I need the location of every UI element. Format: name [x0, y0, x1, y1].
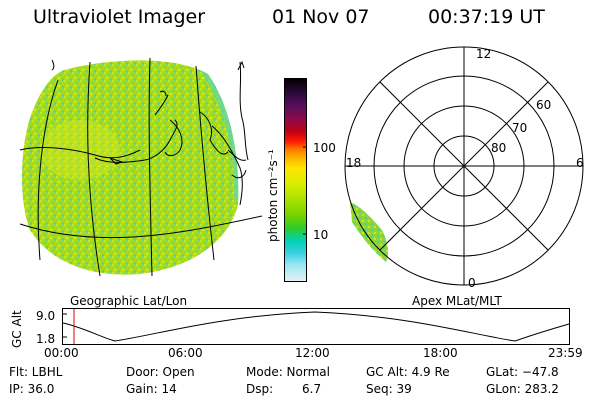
alt-xtick-2359: 23:59: [548, 346, 583, 360]
geo-panel-label: Geographic Lat/Lon: [70, 294, 188, 308]
info-door: Door: Open: [126, 365, 195, 379]
mlat-label-70: 70: [512, 121, 528, 135]
polar-panel-label: Apex MLat/MLT: [412, 294, 502, 308]
colorbar: [284, 78, 307, 282]
date-label: 01 Nov 07: [272, 6, 370, 28]
alt-ytick-9: 9.0: [36, 309, 56, 323]
colorbar-tick-10: 10: [313, 228, 329, 242]
mlt-label-6: 6: [576, 156, 584, 170]
alt-xtick-1200: 12:00: [295, 346, 330, 360]
info-dsp-label: Dsp:: [246, 382, 274, 396]
info-gain: Gain: 14: [126, 382, 177, 396]
info-glon: GLon: 283.2: [486, 382, 559, 396]
geographic-image-panel: [19, 57, 263, 277]
instrument-title: Ultraviolet Imager: [33, 6, 206, 28]
info-seq: Seq: 39: [366, 382, 412, 396]
time-label: 00:37:19 UT: [428, 6, 545, 28]
info-gc-alt: GC Alt: 4.9 Re: [366, 365, 450, 379]
altitude-curve: [62, 311, 570, 342]
colorbar-tick-100: 100: [313, 141, 336, 155]
polar-plot: [344, 46, 584, 286]
info-glat: GLat: −47.8: [486, 365, 559, 379]
uv-image-disk: [22, 60, 239, 275]
alt-xtick-1800: 18:00: [423, 346, 458, 360]
alt-ytick-1-8: 1.8: [36, 332, 56, 346]
mlt-label-12: 12: [476, 47, 492, 61]
mlat-label-80: 80: [491, 141, 507, 155]
mlt-label-0: 0: [468, 276, 476, 290]
mlat-label-60: 60: [536, 98, 552, 112]
info-ip: IP: 36.0: [9, 382, 55, 396]
mlt-label-18: 18: [346, 156, 362, 170]
info-filter: Flt: LBHL: [9, 365, 63, 379]
info-mode: Mode: Normal: [246, 365, 330, 379]
altitude-plot: [62, 308, 570, 345]
alt-xtick-0000: 00:00: [44, 346, 79, 360]
altitude-plot-frame: [62, 308, 570, 345]
info-dsp-value: 6.7: [302, 382, 322, 396]
alt-xtick-0600: 06:00: [168, 346, 203, 360]
polar-image-patch: [350, 202, 389, 262]
coastline: [19, 59, 249, 206]
colorbar-unit-label: photon cm⁻²s⁻¹: [266, 149, 280, 242]
alt-ylabel: GC Alt: [10, 310, 24, 348]
map-grid: [19, 57, 263, 277]
